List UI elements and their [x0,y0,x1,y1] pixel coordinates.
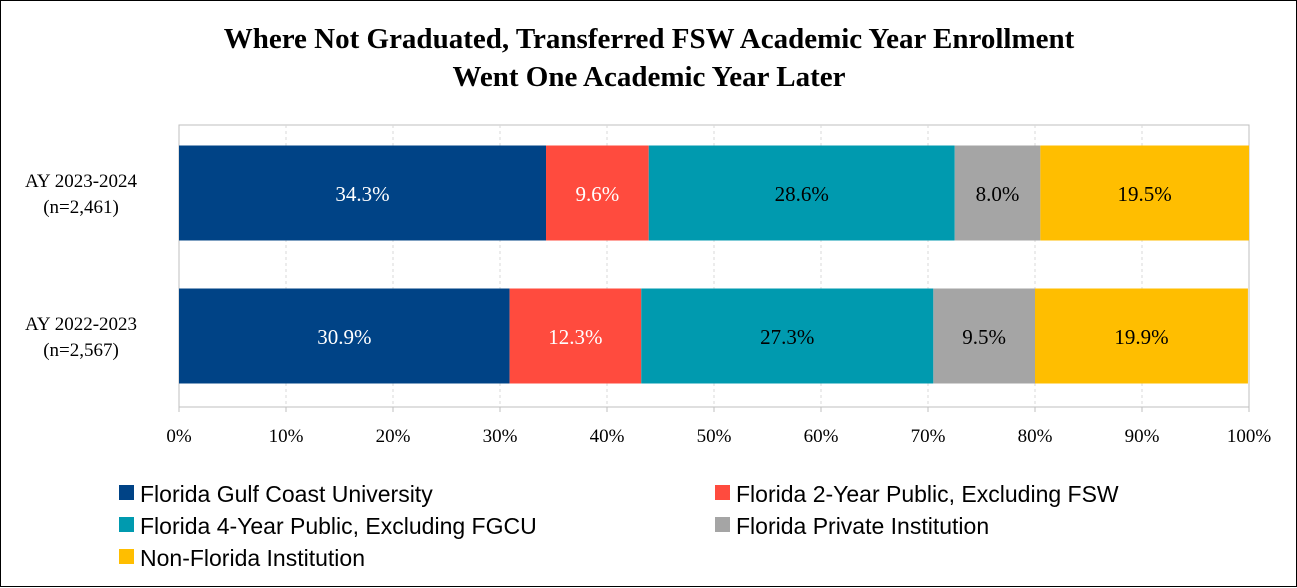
legend-label: Florida 4-Year Public, Excluding FGCU [140,513,537,539]
chart-title: Where Not Graduated, Transferred FSW Aca… [224,23,1075,93]
bar-segment [641,288,934,384]
chart-title-line-1: Where Not Graduated, Transferred FSW Aca… [224,23,1075,55]
bar-segment [509,288,642,384]
legend-label: Non-Florida Institution [140,545,365,571]
bar-segment [648,145,955,241]
legend-swatch [119,549,134,564]
bar-data-label: 27.3% [760,325,814,349]
bar-segment [546,145,649,241]
legend-label: Florida 2-Year Public, Excluding FSW [736,481,1119,507]
bar-segment [954,145,1041,241]
legend-label: Florida Private Institution [736,513,989,539]
x-tick-label: 60% [804,426,839,447]
bar-data-label: 34.3% [335,182,389,206]
x-axis-ticks: 0% 10% 20% 30% 40% 50% 60% 70% 80% 90% 100% [166,407,1271,447]
legend-swatch [715,485,730,500]
category-sublabel: (n=2,567) [43,340,119,361]
x-tick-label: 10% [269,426,304,447]
bar-segment [1035,288,1248,384]
bar-data-label: 12.3% [548,325,602,349]
bars: 34.3% 9.6% 28.6% 8.0% 19.5% 30.9% 12.3% 27.3% 9.… [179,145,1249,384]
legend-item: Non-Florida Institution [119,545,365,571]
category-sublabel: (n=2,461) [43,197,119,218]
bar-data-label: 9.5% [962,325,1006,349]
x-tick-label: 50% [697,426,732,447]
legend-swatch [119,485,134,500]
legend: Florida Gulf Coast University Florida 2-Y… [119,481,1119,571]
x-tick-label: 40% [590,426,625,447]
bar-data-label: 9.6% [575,182,619,206]
x-tick-label: 30% [483,426,518,447]
bar-data-label: 28.6% [775,182,829,206]
x-tick-label: 80% [1018,426,1053,447]
bar-data-label: 30.9% [317,325,371,349]
category-label: AY 2022-2023 [25,314,137,335]
legend-item: Florida 4-Year Public, Excluding FGCU [119,513,537,539]
bar-segment [933,288,1035,384]
legend-swatch [119,517,134,532]
category-label: AY 2023-2024 [25,171,138,192]
legend-item: Florida Gulf Coast University [119,481,433,507]
x-tick-label: 20% [376,426,411,447]
legend-label: Florida Gulf Coast University [140,481,433,507]
plot-area: 34.3% 9.6% 28.6% 8.0% 19.5% 30.9% 12.3% 27.3% 9.… [166,124,1271,447]
legend-swatch [715,517,730,532]
bar-segment [1040,145,1249,241]
x-tick-label: 100% [1227,426,1272,447]
category-labels: AY 2023-2024 (n=2,461) AY 2022-2023 (n=2,56… [25,171,138,361]
legend-item: Florida 2-Year Public, Excluding FSW [715,481,1119,507]
bar-segment [179,145,547,241]
x-tick-label: 90% [1125,426,1160,447]
chart-title-line-2: Went One Academic Year Later [452,61,845,93]
bar-data-label: 8.0% [976,182,1020,206]
x-tick-label: 0% [166,426,192,447]
legend-item: Florida Private Institution [715,513,989,539]
bar-segment [179,288,510,384]
x-tick-label: 70% [911,426,946,447]
bar-data-label: 19.5% [1118,182,1172,206]
bar-data-label: 19.9% [1114,325,1168,349]
